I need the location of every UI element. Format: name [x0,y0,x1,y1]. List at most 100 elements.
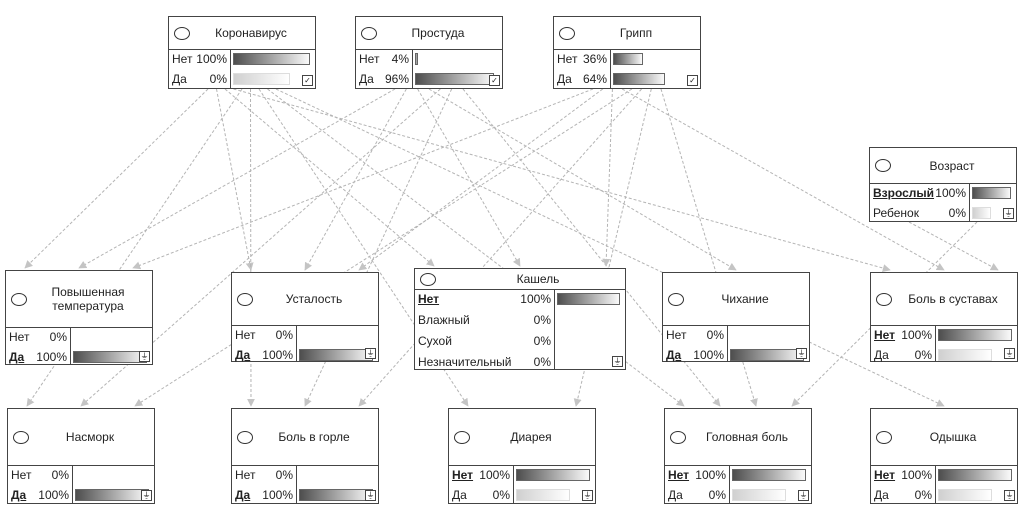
ground-icon[interactable]: ⏚ [141,490,152,501]
state-name: Нет [874,468,896,482]
node-sore-throat[interactable]: Боль в горле Нет 0% Да 100% ⏚ [231,408,379,504]
state-name: Да [557,72,572,86]
state-percent: 0% [914,488,932,502]
state-row: Да 0% [452,487,512,503]
state-name: Да [235,488,251,502]
check-icon[interactable]: ✓ [687,75,698,86]
ground-icon[interactable]: ⏚ [365,490,376,501]
state-divider [296,465,297,503]
node-headache[interactable]: Головная боль Нет 100% Да 0% ⏚ [664,408,812,504]
probability-bar [613,73,665,85]
state-divider [72,465,73,503]
state-percent: 0% [492,488,510,502]
state-name: Нет [668,468,690,482]
ground-icon[interactable]: ⏚ [365,348,376,359]
node-sneezing[interactable]: Чихание Нет 0% Да 100% ⏚ [662,272,810,362]
node-toggle-icon[interactable] [237,431,253,444]
probability-bar [299,349,373,361]
probability-track [233,73,290,85]
node-header: Грипп [554,17,700,50]
node-toggle-icon[interactable] [876,431,892,444]
node-toggle-icon[interactable] [11,293,27,306]
probability-bar [730,349,804,361]
state-name: Взрослый [873,186,935,200]
node-fatigue[interactable]: Усталость Нет 0% Да 100% ⏚ [231,272,379,362]
state-divider [969,183,970,221]
state-divider [935,325,936,361]
node-header: Коронавирус [169,17,315,50]
ground-icon[interactable]: ⏚ [1004,490,1015,501]
state-name: Незначительный [418,355,512,369]
node-runny-nose[interactable]: Насморк Нет 0% Да 100% ⏚ [7,408,155,504]
state-row: Нет 0% [666,327,726,343]
probability-track [972,207,991,219]
node-header: Кашель [415,269,625,290]
probability-bar [415,73,494,85]
state-name: Нет [418,292,440,306]
node-cold[interactable]: Простуда Нет 4% Да 96% ✓ [355,16,503,89]
state-row: Нет 100% [418,291,553,307]
state-percent: 0% [275,328,293,342]
node-header: Боль в горле [232,409,378,466]
node-toggle-icon[interactable] [668,293,684,306]
ground-icon[interactable]: ⏚ [582,490,593,501]
node-toggle-icon[interactable] [420,273,436,286]
state-divider [935,465,936,503]
state-percent: 100% [520,292,551,306]
ground-icon[interactable]: ⏚ [796,348,807,359]
node-toggle-icon[interactable] [875,159,891,172]
ground-icon[interactable]: ⏚ [798,490,809,501]
node-toggle-icon[interactable] [237,293,253,306]
probability-bar [613,53,643,65]
node-toggle-icon[interactable] [13,431,29,444]
state-percent: 100% [695,468,726,482]
state-percent: 100% [262,488,293,502]
state-divider [610,49,611,88]
node-flu[interactable]: Грипп Нет 36% Да 64% ✓ [553,16,701,89]
state-name: Да [235,348,251,362]
node-fever[interactable]: Повышенная температура Нет 0% Да 100% ⏚ [5,270,153,365]
state-name: Нет [235,468,256,482]
state-divider [412,49,413,88]
check-icon[interactable]: ✓ [489,75,500,86]
state-percent: 0% [706,328,724,342]
node-diarrhea[interactable]: Диарея Нет 100% Да 0% ⏚ [448,408,596,504]
node-joint-pain[interactable]: Боль в суставах Нет 100% Да 0% ⏚ [870,272,1018,362]
state-name: Ребенок [873,206,919,220]
ground-icon[interactable]: ⏚ [1004,348,1015,359]
edge-coronavirus-to-joint-pain [233,88,891,272]
edge-cold-to-fever [78,88,396,269]
node-toggle-icon[interactable] [670,431,686,444]
node-cough[interactable]: Кашель Нет 100% Влажный 0% Сухой 0% Незначитель… [414,268,626,370]
state-name: Нет [9,330,30,344]
state-row: Нет 4% [359,51,411,67]
state-divider [296,325,297,361]
state-percent: 0% [914,348,932,362]
state-name: Нет [172,52,193,66]
state-divider [230,49,231,88]
ground-icon[interactable]: ⏚ [139,351,150,362]
node-toggle-icon[interactable] [876,293,892,306]
node-title: Простуда [411,26,465,40]
ground-icon[interactable]: ⏚ [612,356,623,367]
node-toggle-icon[interactable] [174,27,190,40]
state-divider [70,327,71,364]
node-toggle-icon[interactable] [559,27,575,40]
node-coronavirus[interactable]: Коронавирус Нет 100% Да 0% ✓ [168,16,316,89]
state-percent: 0% [948,206,966,220]
check-icon[interactable]: ✓ [302,75,313,86]
node-dyspnea[interactable]: Одышка Нет 100% Да 0% ⏚ [870,408,1018,504]
edge-coronavirus-to-cough [224,88,435,267]
ground-icon[interactable]: ⏚ [1003,208,1014,219]
state-row: Нет 0% [11,467,71,483]
state-row: Нет 100% [874,327,934,343]
node-title: Грипп [619,26,653,40]
state-row: Нет 0% [9,329,69,345]
node-age[interactable]: Возраст Взрослый 100% Ребенок 0% ⏚ [869,147,1017,222]
edge-flu-to-fever [132,88,594,270]
node-toggle-icon[interactable] [361,27,377,40]
node-title: Повышенная температура [51,285,125,313]
state-percent: 0% [49,330,67,344]
node-header: Одышка [871,409,1017,466]
node-toggle-icon[interactable] [454,431,470,444]
